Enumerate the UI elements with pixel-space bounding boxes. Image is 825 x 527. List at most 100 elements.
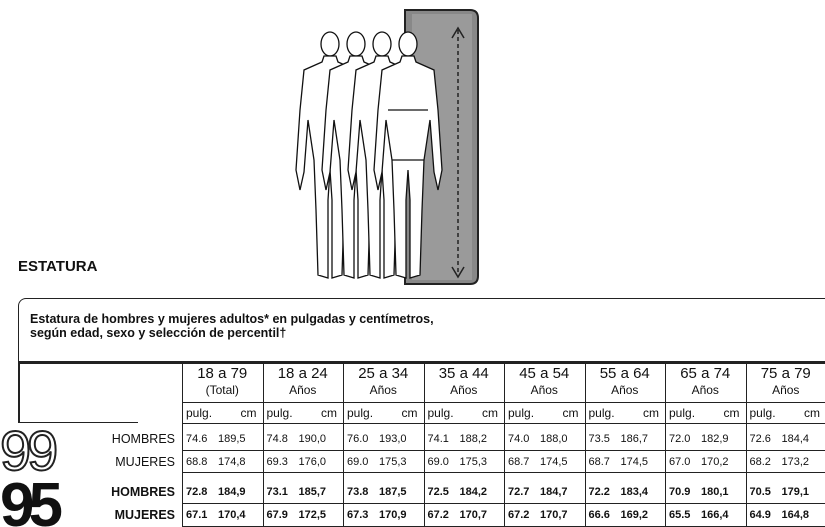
value: 67.9 (266, 509, 288, 521)
value: 166,4 (701, 509, 729, 521)
row-rule (182, 503, 825, 504)
value: 67.0 (669, 456, 691, 468)
unit: cm (723, 406, 740, 420)
column-range: 35 a 44 (438, 365, 489, 382)
unit: pulg. (186, 406, 213, 420)
value: 72.8 (186, 486, 208, 498)
column-rule (262, 362, 264, 527)
unit: cm (321, 406, 337, 420)
value: 65.5 (669, 509, 691, 521)
column-range: 55 a 64 (599, 365, 650, 382)
column-sub: Años (611, 383, 639, 397)
column-range: 18 a 24 (277, 365, 328, 382)
value: 184,9 (218, 486, 246, 498)
value: 73.1 (266, 486, 288, 498)
unit: cm (401, 406, 418, 420)
value: 164,8 (781, 509, 810, 521)
value: 73.5 (588, 433, 610, 445)
value: 174,8 (218, 456, 246, 468)
value: 170,4 (218, 509, 246, 521)
value: 74.0 (508, 433, 530, 445)
unit: cm (562, 406, 579, 420)
rule (18, 422, 138, 423)
value: 66.6 (588, 509, 610, 521)
column-rule (423, 362, 425, 527)
value: 170,9 (379, 509, 407, 521)
unit: pulg. (347, 406, 374, 420)
value: 69.0 (347, 456, 369, 468)
unit: pulg. (427, 406, 454, 420)
sex-label: HOMBRES (111, 432, 175, 446)
value: 67.3 (347, 509, 369, 521)
value: 68.7 (508, 456, 530, 468)
value: 72.2 (588, 486, 610, 498)
column-range: 75 a 79 (760, 365, 811, 382)
value: 176,0 (298, 456, 327, 468)
value: 70.9 (669, 486, 691, 498)
value: 72.7 (508, 486, 530, 498)
column-rule (182, 362, 183, 527)
value: 67.1 (186, 509, 208, 521)
value: 174,5 (540, 456, 568, 468)
column-sub: Años (289, 383, 317, 397)
column-sub: Años (530, 383, 558, 397)
value: 185,7 (298, 486, 327, 498)
column-rule (665, 362, 666, 527)
value: 72.0 (669, 433, 691, 445)
value: 183,4 (620, 486, 649, 498)
column-range: 45 a 54 (519, 365, 570, 382)
value: 76.0 (347, 433, 369, 445)
column-rule (584, 362, 586, 527)
value: 188,0 (540, 433, 568, 445)
heading: ESTATURA (18, 258, 98, 275)
column-rule (504, 362, 505, 527)
sex-label: MUJERES (114, 508, 175, 522)
column-sub: (Total) (205, 383, 239, 397)
value: 190,0 (298, 433, 327, 445)
rule (182, 402, 825, 403)
value: 67.2 (508, 509, 530, 521)
column-rule (745, 362, 747, 527)
value: 173,2 (781, 456, 810, 468)
value: 69.3 (266, 456, 288, 468)
value: 68.8 (186, 456, 208, 468)
column-rule (343, 362, 344, 527)
value: 73.8 (347, 486, 369, 498)
caption-line: según edad, sexo y selección de percenti… (30, 326, 287, 340)
column-range: 65 a 74 (680, 365, 731, 382)
value: 170,2 (701, 456, 729, 468)
value: 174,5 (620, 456, 649, 468)
value: 189,5 (218, 433, 246, 445)
column-sub: Años (369, 383, 397, 397)
value: 74.6 (186, 433, 208, 445)
value: 67.2 (427, 509, 449, 521)
unit: pulg. (669, 406, 696, 420)
column-sub: Años (450, 383, 478, 397)
column-range: 18 a 79 (197, 365, 248, 382)
column-sub: Años (691, 383, 719, 397)
value: 186,7 (620, 433, 649, 445)
value: 74.1 (427, 433, 449, 445)
value: 184,2 (459, 486, 488, 498)
value: 184,4 (781, 433, 810, 445)
unit: pulg. (749, 406, 776, 420)
value: 182,9 (701, 433, 729, 445)
value: 175,3 (379, 456, 407, 468)
unit: cm (643, 406, 659, 420)
value: 68.2 (749, 456, 771, 468)
value: 68.7 (588, 456, 610, 468)
rule (182, 423, 825, 424)
value: 72.6 (749, 433, 771, 445)
rule (18, 362, 825, 364)
unit: pulg. (588, 406, 615, 420)
value: 179,1 (781, 486, 810, 498)
unit: cm (482, 406, 498, 420)
value: 64.9 (749, 509, 771, 521)
row-rule (182, 450, 825, 451)
caption-box (18, 298, 825, 362)
value: 69.0 (427, 456, 449, 468)
row-rule (182, 472, 825, 473)
sex-label: MUJERES (115, 455, 175, 469)
value: 169,2 (620, 509, 649, 521)
